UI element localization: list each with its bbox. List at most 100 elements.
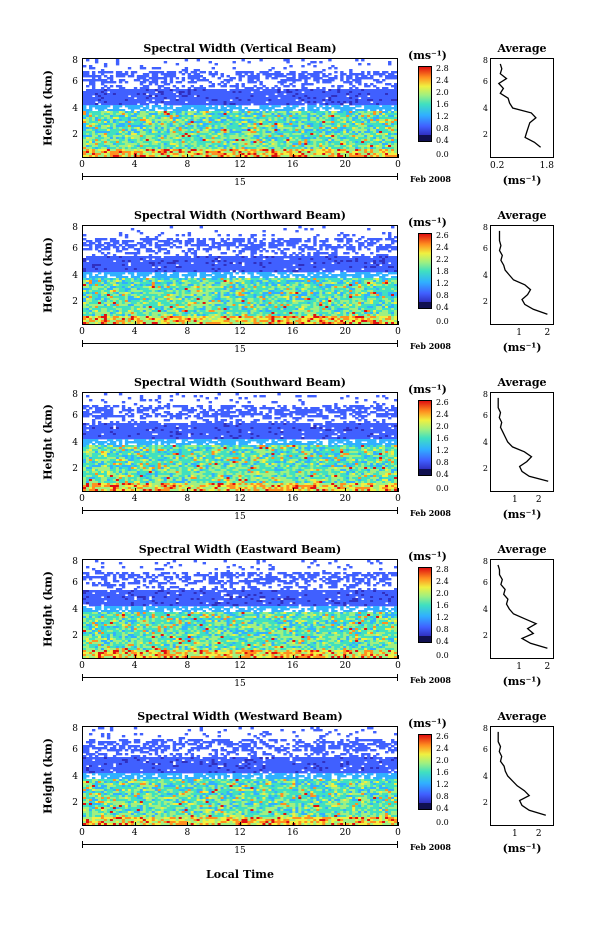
heatmap-cell <box>292 238 296 241</box>
heatmap-cell <box>286 117 290 120</box>
heatmap-cell <box>106 264 111 267</box>
heatmap-cell <box>289 71 293 74</box>
heatmap-cell <box>220 149 224 152</box>
heatmap-cell <box>346 105 350 108</box>
heatmap-cell <box>259 121 263 124</box>
heatmap-cell <box>184 99 189 102</box>
heatmap-cell <box>370 103 374 106</box>
heatmap-cell <box>205 141 209 144</box>
heatmap-cell <box>133 151 138 154</box>
heatmap-cell <box>193 153 198 156</box>
heatmap-cell <box>295 115 299 118</box>
heatmap-cell <box>83 125 87 128</box>
heatmap-cell <box>235 131 239 134</box>
heatmap-cell <box>163 125 168 128</box>
heatmap-cell <box>322 139 326 142</box>
heatmap-cell <box>385 258 389 261</box>
heatmap-cell <box>304 244 308 247</box>
heatmap-cell <box>193 147 198 150</box>
heatmap-cell <box>181 139 186 142</box>
heatmap-cell <box>388 113 392 116</box>
heatmap-cell <box>349 238 353 241</box>
heatmap-cell <box>310 115 314 118</box>
heatmap-cell <box>343 127 347 130</box>
heatmap-cell <box>343 91 347 94</box>
heatmap-cell <box>334 246 338 249</box>
average-units: (ms⁻¹) <box>502 174 542 187</box>
heatmap-cell <box>181 131 186 134</box>
heatmap-cell <box>355 103 359 106</box>
heatmap-cell <box>136 117 141 120</box>
heatmap-cell <box>181 107 186 110</box>
heatmap-cell <box>103 93 108 96</box>
heatmap-cell <box>292 129 296 132</box>
heatmap-cell <box>208 85 212 88</box>
heatmap-cell <box>307 97 311 100</box>
heatmap-cell <box>244 97 248 100</box>
heatmap-cell <box>361 75 365 78</box>
heatmap-cell <box>355 252 359 255</box>
heatmap-cell <box>127 103 132 106</box>
heatmap-cell <box>169 266 174 269</box>
heatmap-cell <box>166 87 171 90</box>
heatmap-cell <box>361 113 365 116</box>
heatmap-cell <box>172 71 177 74</box>
heatmap-cell <box>328 129 332 132</box>
heatmap-cell <box>187 121 192 124</box>
heatmap-cell <box>208 262 212 265</box>
heatmap-cell <box>283 59 287 62</box>
heatmap-cell <box>322 240 326 243</box>
heatmap-cell <box>268 111 272 114</box>
heatmap-cell <box>235 139 239 142</box>
heatmap-cell <box>394 256 397 259</box>
heatmap-cell <box>388 101 392 104</box>
heatmap-cell <box>175 137 180 140</box>
heatmap-cell <box>121 89 126 92</box>
heatmap-cell <box>322 69 326 72</box>
heatmap-cell <box>337 238 341 241</box>
heatmap-cell <box>367 97 371 100</box>
heatmap-cell <box>241 97 245 100</box>
heatmap-cell <box>214 119 218 122</box>
heatmap-cell <box>283 147 287 150</box>
heatmap-cell <box>181 89 186 92</box>
heatmap-cell <box>100 99 105 102</box>
heatmap-cell <box>322 97 326 100</box>
heatmap-cell <box>199 244 204 247</box>
heatmap-cell <box>391 125 395 128</box>
heatmap-cell <box>343 89 347 92</box>
heatmap-cell <box>100 155 105 157</box>
heatmap-cell <box>364 107 368 110</box>
heatmap-cell <box>364 127 368 130</box>
heatmap-cell <box>175 111 180 114</box>
heatmap-cell <box>301 155 305 157</box>
heatmap-cell <box>322 244 326 247</box>
heatmap-cell <box>361 117 365 120</box>
heatmap-cell <box>106 71 111 74</box>
heatmap-cell <box>376 115 380 118</box>
heatmap-cell <box>262 256 266 259</box>
heatmap-cell <box>382 246 386 249</box>
heatmap-cell <box>139 262 144 265</box>
heatmap-cell <box>370 260 374 263</box>
heatmap-cell <box>391 240 395 243</box>
heatmap-cell <box>202 123 207 126</box>
heatmap-cell <box>229 97 233 100</box>
heatmap-cell <box>310 149 314 152</box>
heatmap-cell <box>145 107 150 110</box>
heatmap-cell <box>112 137 117 140</box>
heatmap-cell <box>214 89 218 92</box>
heatmap-cell <box>175 109 180 112</box>
heatmap-cell <box>133 264 138 267</box>
heatmap-cell <box>373 129 377 132</box>
heatmap-cell <box>112 91 117 94</box>
heatmap-svg <box>83 59 397 157</box>
heatmap-cell <box>328 107 332 110</box>
heatmap-cell <box>373 91 377 94</box>
heatmap-cell <box>280 99 284 102</box>
heatmap-cell <box>373 109 377 112</box>
heatmap-cell <box>265 135 269 138</box>
heatmap-cell <box>358 127 362 130</box>
heatmap-cell <box>292 135 296 138</box>
heatmap-cell <box>307 135 311 138</box>
